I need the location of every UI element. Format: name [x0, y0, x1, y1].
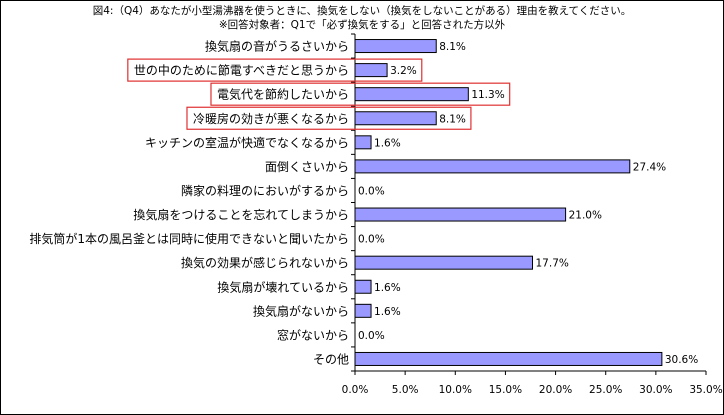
value-label: 3.2% [390, 65, 417, 77]
category-label: 電気代を節約したいから [217, 87, 349, 102]
chart-title: 図4:（Q4）あなたが小型湯沸器を使うときに、換気をしない（換気をしないことがあ… [92, 5, 632, 17]
value-label: 17.7% [536, 258, 569, 270]
value-label: 8.1% [439, 41, 466, 53]
category-label: 換気扇が壊れているから [217, 279, 349, 294]
value-label: 0.0% [358, 234, 385, 246]
value-label: 1.6% [374, 137, 401, 149]
category-label: 換気扇がないから [253, 303, 349, 318]
bar [354, 159, 631, 174]
chart-subtitle: ※回答対象者：Q1で「必ず換気をする」と回答された方以外 [218, 19, 506, 31]
category-label: 排気筒が1本の風呂釜とは同時に使用できないと聞いたから [29, 231, 349, 246]
x-tick-label: 20.0% [539, 384, 572, 396]
bar [354, 303, 372, 318]
x-tick-label: 0.0% [342, 384, 369, 396]
category-label: 世の中のために節電すべきだと思うから [134, 63, 349, 78]
x-tick-label: 35.0% [689, 384, 722, 396]
value-label: 0.0% [358, 185, 385, 197]
x-tick-label: 10.0% [439, 384, 472, 396]
value-label: 30.6% [665, 354, 698, 366]
category-label: その他 [313, 352, 349, 366]
x-tick-label: 25.0% [589, 384, 622, 396]
value-label: 21.0% [569, 210, 602, 222]
category-label: 窓がないから [277, 327, 349, 342]
category-label: 換気扇をつけることを忘れてしまうから [133, 207, 349, 222]
bar [354, 111, 437, 126]
category-label: 隣家の料理のにおいがするから [181, 183, 349, 198]
category-label: キッチンの室温が快適でなくなるから [145, 135, 349, 150]
value-label: 27.4% [633, 161, 666, 173]
bar [354, 255, 534, 270]
x-tick-label: 15.0% [489, 384, 522, 396]
value-label: 1.6% [374, 282, 401, 294]
x-tick-label: 30.0% [639, 384, 672, 396]
bar [354, 207, 567, 222]
category-label: 換気の効果が感じられないから [181, 255, 349, 270]
value-label: 1.6% [374, 306, 401, 318]
x-tick-label: 5.0% [392, 384, 419, 396]
bar [354, 63, 388, 78]
highlight-box [127, 58, 423, 82]
category-label: 面倒くさいから [265, 160, 349, 174]
category-label: 換気扇の音がうるさいから [205, 39, 349, 54]
highlight-box [210, 82, 511, 106]
bar [354, 351, 663, 366]
value-label: 8.1% [439, 113, 466, 125]
value-label: 11.3% [471, 89, 504, 101]
bar [354, 39, 437, 54]
highlight-box [186, 106, 472, 130]
bar [354, 87, 469, 102]
bar [354, 279, 372, 294]
bar [354, 135, 372, 150]
category-label: 冷暖房の効きが悪くなるから [193, 111, 349, 126]
value-label: 0.0% [358, 330, 385, 342]
